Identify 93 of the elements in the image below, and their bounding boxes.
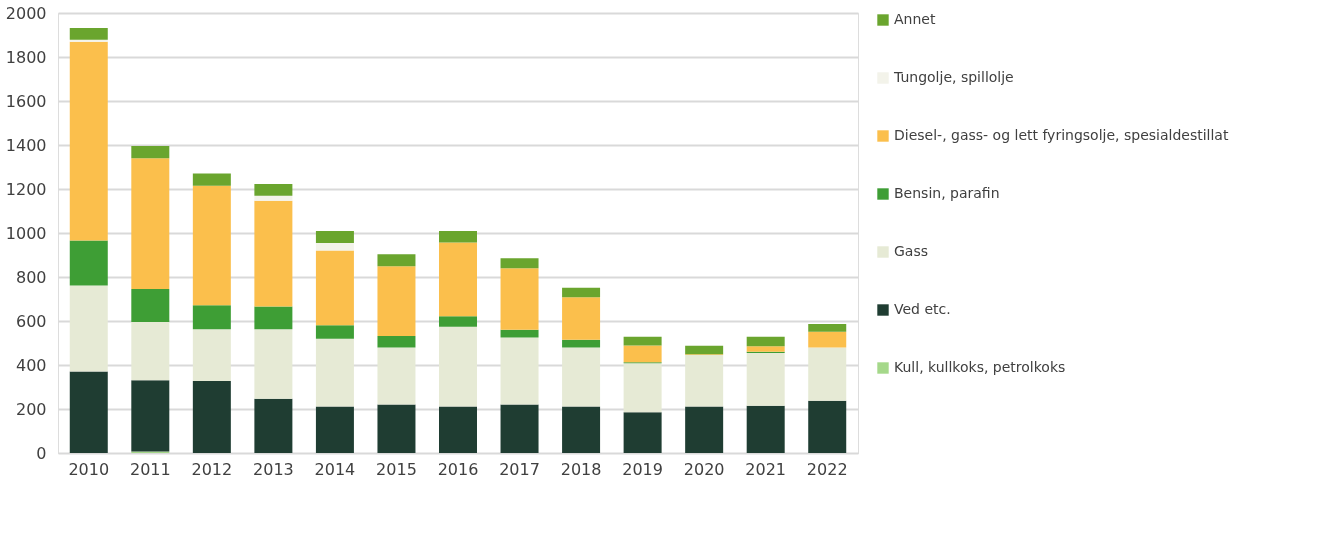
bar	[377, 266, 416, 336]
y-tick-label: 2000	[5, 3, 47, 23]
bar	[746, 352, 785, 406]
bar	[439, 316, 477, 327]
x-tick-label: 2011	[129, 459, 171, 479]
y-tick-label: 1400	[5, 135, 47, 155]
bar	[500, 268, 539, 330]
bar	[808, 324, 847, 332]
x-tick-label: 2019	[622, 459, 663, 479]
bar	[254, 398, 293, 453]
bar	[315, 406, 354, 453]
bar	[69, 240, 108, 286]
bar	[500, 404, 539, 453]
bar	[192, 305, 231, 330]
bar	[439, 326, 477, 407]
bar	[808, 347, 847, 401]
x-tick-label: 2015	[376, 459, 417, 479]
legend-label: Bensin, parafin	[894, 185, 1000, 201]
bar	[131, 380, 170, 452]
bar	[562, 287, 601, 298]
x-tick-label: 2018	[560, 459, 602, 479]
x-tick-label: 2020	[683, 459, 725, 479]
y-tick-label: 1600	[5, 91, 47, 111]
bar	[623, 336, 662, 346]
y-tick-label: 1200	[5, 179, 47, 199]
bar	[623, 345, 662, 363]
bar	[315, 325, 354, 339]
y-tick-label: 1800	[5, 47, 47, 67]
bar	[685, 345, 724, 355]
bar	[439, 242, 477, 317]
bar	[315, 250, 354, 326]
y-tick-label: 600	[15, 311, 47, 331]
bar	[500, 337, 539, 405]
bar	[192, 185, 231, 306]
x-tick-label: 2010	[68, 459, 110, 479]
bar	[377, 335, 416, 348]
bar	[131, 158, 170, 289]
bar	[562, 297, 601, 340]
bar	[254, 329, 293, 399]
bar	[377, 404, 416, 453]
x-tick-label: 2016	[437, 459, 479, 479]
bar	[131, 145, 170, 159]
bar	[685, 406, 724, 453]
bar	[623, 412, 662, 453]
legend-label: Ved etc.	[894, 301, 951, 317]
bar	[500, 258, 539, 269]
y-tick-label: 1000	[5, 223, 47, 243]
legend-label: Gass	[894, 243, 929, 259]
x-tick-label: 2012	[191, 459, 233, 479]
x-tick-label: 2021	[745, 459, 787, 479]
y-tick-label: 200	[15, 399, 47, 419]
bar	[808, 331, 847, 348]
x-tick-label: 2013	[253, 459, 294, 479]
bar	[808, 400, 847, 453]
bar	[315, 242, 354, 251]
bar	[131, 288, 170, 322]
y-tick-label: 800	[15, 267, 47, 287]
y-tick-label: 400	[15, 355, 47, 375]
legend-label: Tungolje, spillolje	[893, 69, 1014, 85]
legend-label: Annet	[894, 11, 936, 27]
bar	[377, 254, 416, 267]
legend-label: Kull, kullkoks, petrolkoks	[894, 359, 1066, 375]
bar	[746, 405, 785, 453]
bar	[315, 231, 354, 243]
bar	[439, 231, 477, 243]
x-tick-label: 2017	[499, 459, 540, 479]
x-tick-label: 2014	[314, 459, 356, 479]
bar	[254, 306, 293, 330]
bar	[69, 27, 108, 40]
y-tick-label: 0	[36, 443, 47, 463]
bar	[623, 363, 662, 413]
bar	[254, 200, 293, 307]
x-tick-label: 2022	[806, 459, 848, 479]
bar	[562, 406, 601, 453]
bar	[131, 321, 170, 381]
bar	[69, 41, 108, 241]
bar	[69, 371, 108, 453]
bar	[562, 347, 601, 407]
bar	[69, 285, 108, 372]
bar	[377, 347, 416, 405]
bar	[746, 336, 785, 347]
bar	[254, 195, 293, 201]
bar	[192, 329, 231, 382]
legend-label: Diesel-, gass- og lett fyringsolje, spesialdestillat	[894, 127, 1229, 143]
bar	[315, 338, 354, 407]
bar	[746, 346, 785, 352]
bar	[500, 329, 539, 338]
bar	[254, 183, 293, 196]
bar	[192, 173, 231, 186]
bar	[439, 406, 477, 453]
bar	[192, 381, 231, 453]
bar	[685, 355, 724, 407]
bar	[562, 339, 601, 348]
